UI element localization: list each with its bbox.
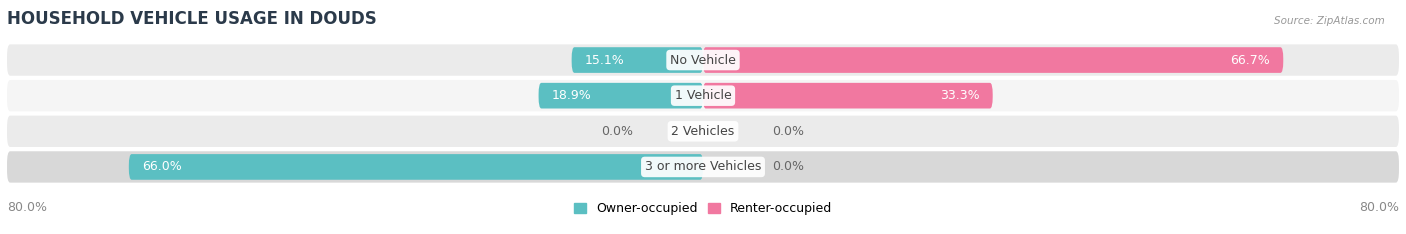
Legend: Owner-occupied, Renter-occupied: Owner-occupied, Renter-occupied bbox=[568, 197, 838, 220]
Text: No Vehicle: No Vehicle bbox=[671, 54, 735, 66]
Text: 18.9%: 18.9% bbox=[551, 89, 592, 102]
Text: 80.0%: 80.0% bbox=[7, 201, 46, 214]
Text: 0.0%: 0.0% bbox=[773, 161, 804, 173]
FancyBboxPatch shape bbox=[703, 83, 993, 109]
FancyBboxPatch shape bbox=[7, 151, 1399, 183]
Text: Source: ZipAtlas.com: Source: ZipAtlas.com bbox=[1274, 16, 1385, 26]
FancyBboxPatch shape bbox=[538, 83, 703, 109]
Text: 2 Vehicles: 2 Vehicles bbox=[672, 125, 734, 138]
FancyBboxPatch shape bbox=[7, 116, 1399, 147]
Text: 0.0%: 0.0% bbox=[602, 125, 633, 138]
Text: 1 Vehicle: 1 Vehicle bbox=[675, 89, 731, 102]
Text: 3 or more Vehicles: 3 or more Vehicles bbox=[645, 161, 761, 173]
FancyBboxPatch shape bbox=[129, 154, 703, 180]
FancyBboxPatch shape bbox=[703, 47, 1284, 73]
Text: 80.0%: 80.0% bbox=[1360, 201, 1399, 214]
Text: 66.7%: 66.7% bbox=[1230, 54, 1270, 66]
Text: 0.0%: 0.0% bbox=[773, 125, 804, 138]
Text: 15.1%: 15.1% bbox=[585, 54, 624, 66]
Text: HOUSEHOLD VEHICLE USAGE IN DOUDS: HOUSEHOLD VEHICLE USAGE IN DOUDS bbox=[7, 10, 377, 28]
Text: 33.3%: 33.3% bbox=[941, 89, 980, 102]
FancyBboxPatch shape bbox=[7, 80, 1399, 111]
FancyBboxPatch shape bbox=[572, 47, 703, 73]
FancyBboxPatch shape bbox=[7, 44, 1399, 76]
Text: 66.0%: 66.0% bbox=[142, 161, 181, 173]
